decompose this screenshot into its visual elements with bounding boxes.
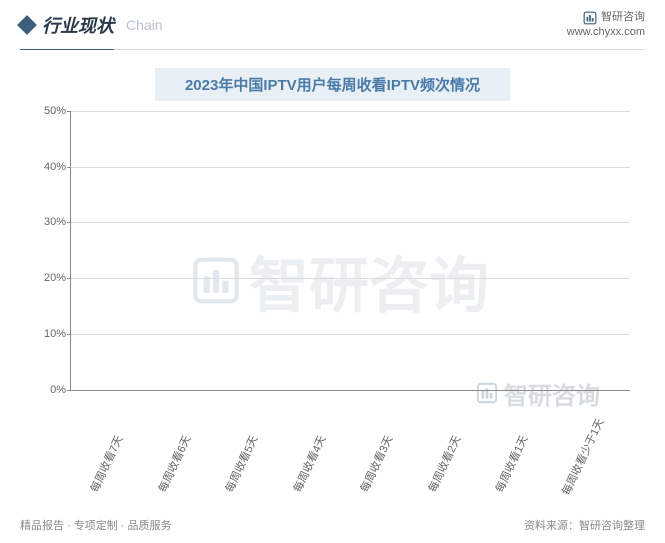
chart-title-wrap: 2023年中国IPTV用户每周收看IPTV频次情况 (0, 68, 665, 101)
x-tick-label: 每周收看5天 (220, 430, 263, 498)
y-tick-label: 20% (36, 272, 66, 284)
section-subtitle: Chain (126, 17, 163, 33)
y-tick-mark (67, 111, 71, 112)
brand-logo-icon (583, 11, 597, 25)
footer: 精品报告 · 专项定制 · 品质服务 资料来源：智研咨询整理 (20, 517, 645, 533)
y-tick-label: 10% (36, 328, 66, 340)
x-tick-label: 每周收看4天 (287, 430, 330, 498)
x-tick-label: 每周收看2天 (422, 430, 465, 498)
y-tick-mark (67, 390, 71, 391)
gridline (71, 278, 630, 279)
x-axis-labels: 每周收看7天每周收看6天每周收看5天每周收看4天每周收看3天每周收看2天每周收看… (70, 443, 630, 459)
diamond-icon (17, 15, 37, 35)
brand-row: 智研咨询 (567, 10, 645, 25)
footer-left: 精品报告 · 专项定制 · 品质服务 (20, 517, 172, 533)
gridline (71, 167, 630, 168)
header-left: 行业现状 Chain (20, 12, 163, 38)
y-tick-mark (67, 278, 71, 279)
y-tick-label: 40% (36, 161, 66, 173)
x-tick-label: 每周收看1天 (490, 430, 533, 498)
bars-container (71, 111, 630, 390)
header-underline (20, 49, 645, 50)
x-tick-label: 每周收看少于1天 (557, 430, 600, 498)
chart-area: 智研咨询 0%10%20%30%40%50% 每周收看7天每周收看6天每周收看5… (40, 111, 640, 451)
y-tick-label: 0% (36, 384, 66, 396)
y-tick-mark (67, 167, 71, 168)
x-tick-label: 每周收看3天 (355, 430, 398, 498)
section-title: 行业现状 (42, 12, 114, 38)
x-tick-label: 每周收看7天 (85, 430, 128, 498)
header-right: 智研咨询 www.chyxx.com (567, 10, 645, 41)
x-tick-label: 每周收看6天 (152, 430, 195, 498)
footer-right: 资料来源：智研咨询整理 (524, 517, 645, 533)
brand-url: www.chyxx.com (567, 25, 645, 40)
y-tick-label: 30% (36, 216, 66, 228)
y-tick-label: 50% (36, 105, 66, 117)
y-tick-mark (67, 334, 71, 335)
gridline (71, 111, 630, 112)
brand-name: 智研咨询 (601, 10, 645, 25)
chart-title: 2023年中国IPTV用户每周收看IPTV频次情况 (155, 68, 510, 101)
plot-region: 0%10%20%30%40%50% (70, 111, 630, 391)
y-tick-mark (67, 222, 71, 223)
header-bar: 行业现状 Chain 智研咨询 www.chyxx.com (0, 0, 665, 49)
gridline (71, 334, 630, 335)
gridline (71, 222, 630, 223)
